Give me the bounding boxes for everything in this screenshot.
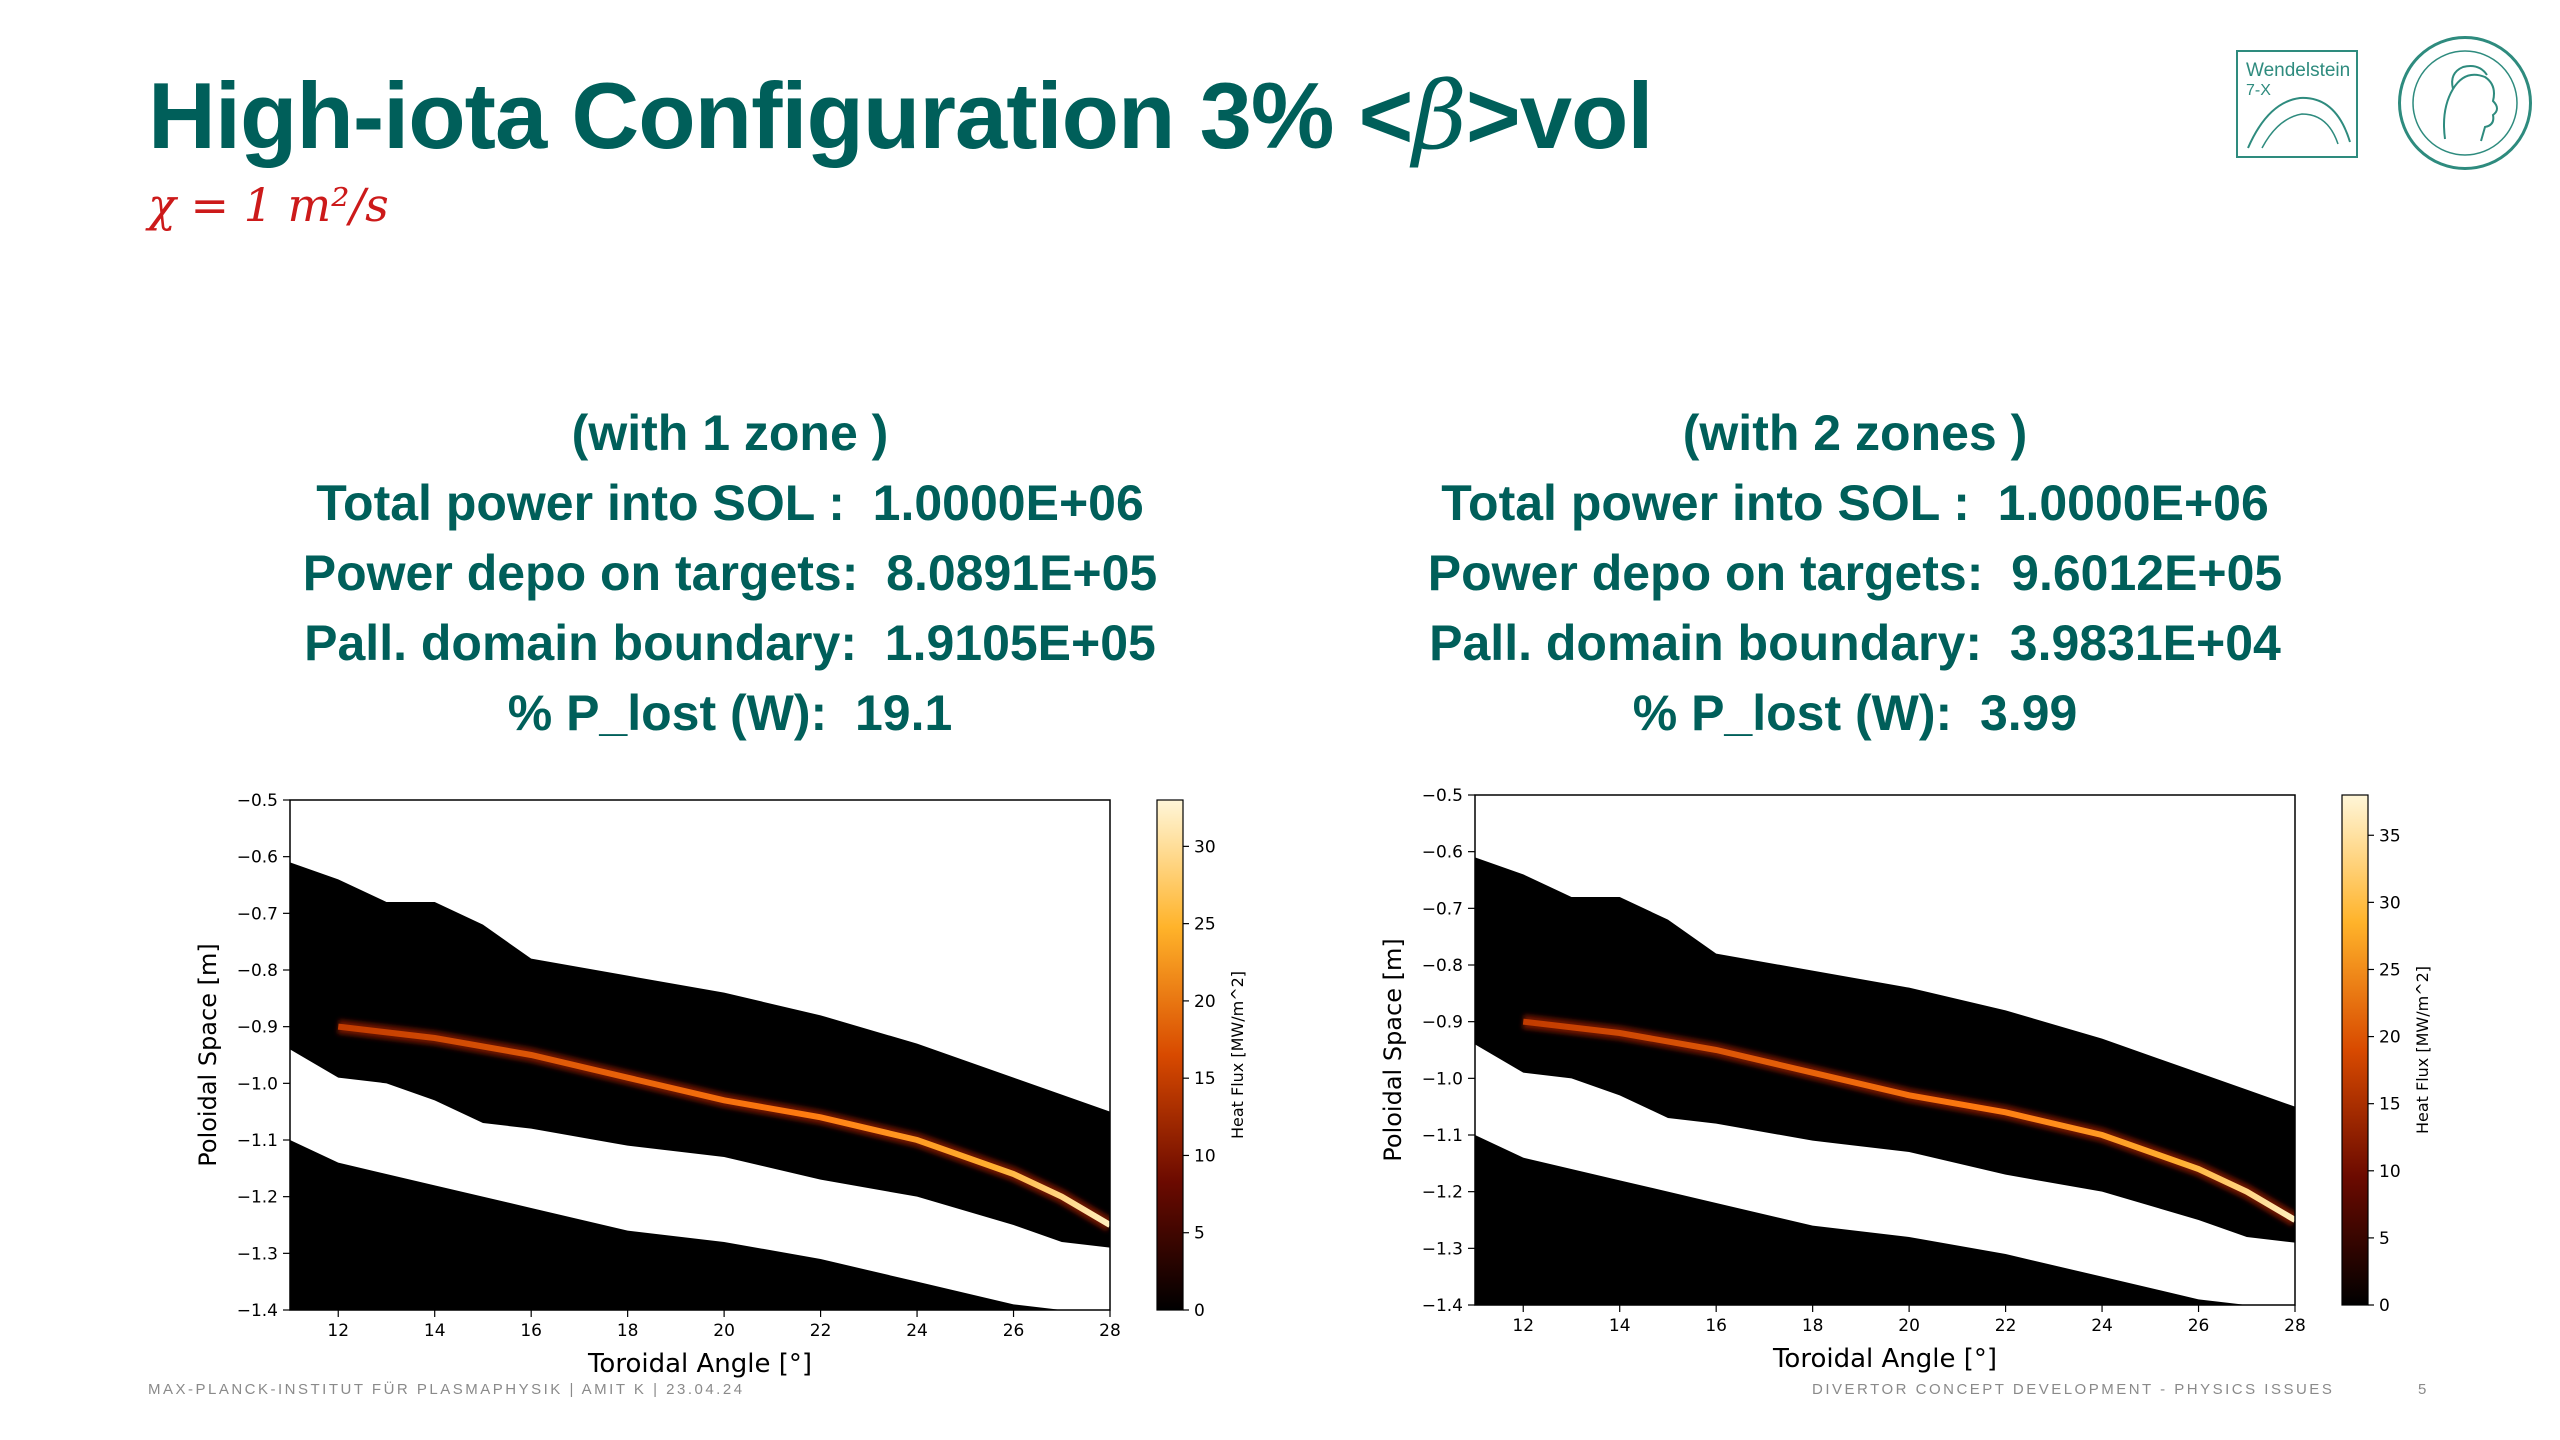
x-tick-label: 14 bbox=[424, 1321, 446, 1341]
x-tick-label: 28 bbox=[1099, 1321, 1121, 1341]
panel-1-p-lost: % P_lost (W): 19.1 bbox=[507, 685, 953, 741]
y-tick-label: −1.3 bbox=[237, 1244, 278, 1264]
colorbar-tick-label: 30 bbox=[2379, 893, 2401, 913]
y-axis-label: Poloidal Space [m] bbox=[194, 943, 222, 1166]
heat-flux-plot-1: 12 14 16 18 20 22 24 26 28 −0.5 −0.6 −0.7 −0.8 −0.9 −1… bbox=[194, 791, 1247, 1379]
colorbar-tick-label: 35 bbox=[2379, 826, 2401, 846]
stellarator-icon bbox=[2247, 96, 2351, 149]
y-tick-label: −0.5 bbox=[1422, 786, 1463, 806]
wendelstein-logo: Wendelstein 7-X bbox=[2236, 50, 2358, 158]
colorbar-tick-label: 0 bbox=[1194, 1301, 1205, 1321]
y-tick-label: −1.4 bbox=[237, 1301, 278, 1321]
x-tick-label: 16 bbox=[520, 1321, 542, 1341]
x-tick-label: 26 bbox=[1003, 1321, 1025, 1341]
colorbar-tick-label: 5 bbox=[1194, 1224, 1205, 1244]
panel-2-total-power: Total power into SOL : 1.0000E+06 bbox=[1441, 475, 2269, 531]
wendelstein-logo-subtext: 7-X bbox=[2246, 82, 2271, 99]
colorbar-tick-label: 20 bbox=[2379, 1028, 2401, 1048]
colorbar-tick-label: 5 bbox=[2379, 1229, 2390, 1249]
strike-line bbox=[337, 1023, 1110, 1228]
colorbar-tick-label: 25 bbox=[1194, 915, 1216, 935]
y-tick-label: −1.1 bbox=[237, 1131, 278, 1151]
x-tick-label: 26 bbox=[2188, 1316, 2210, 1336]
y-tick-label: −1.1 bbox=[1422, 1126, 1463, 1146]
x-axis-label: Toroidal Angle [°] bbox=[587, 1349, 812, 1379]
footer-section: DIVERTOR CONCEPT DEVELOPMENT - PHYSICS I… bbox=[1812, 1381, 2335, 1398]
plasma-band bbox=[290, 862, 1110, 1248]
x-tick-label: 12 bbox=[327, 1321, 349, 1341]
colorbar-label: Heat Flux [MW/m^2] bbox=[2413, 966, 2432, 1134]
y-tick-label: −1.4 bbox=[1422, 1296, 1463, 1316]
colorbar-label: Heat Flux [MW/m^2] bbox=[1228, 971, 1247, 1139]
x-tick-label: 16 bbox=[1705, 1316, 1727, 1336]
title-prefix: High-iota Configuration 3% < bbox=[148, 63, 1413, 168]
y-tick-label: −1.0 bbox=[237, 1074, 278, 1094]
slide-title: High-iota Configuration 3% <β>vol bbox=[148, 62, 1654, 171]
y-tick-label: −0.6 bbox=[237, 848, 278, 868]
minerva-icon bbox=[2412, 50, 2518, 156]
y-tick-label: −0.7 bbox=[1422, 899, 1463, 919]
y-tick-label: −0.6 bbox=[1422, 843, 1463, 863]
x-tick-label: 20 bbox=[1898, 1316, 1920, 1336]
colorbar bbox=[2341, 794, 2369, 1306]
x-tick-label: 28 bbox=[2284, 1316, 2306, 1336]
y-tick-label: −1.0 bbox=[1422, 1069, 1463, 1089]
x-tick-label: 12 bbox=[1512, 1316, 1534, 1336]
x-tick-label: 18 bbox=[617, 1321, 639, 1341]
x-tick-label: 14 bbox=[1609, 1316, 1631, 1336]
y-tick-label: −0.7 bbox=[237, 904, 278, 924]
page-number: 5 bbox=[2418, 1381, 2429, 1398]
max-planck-logo bbox=[2398, 36, 2532, 170]
y-tick-label: −0.9 bbox=[1422, 1013, 1463, 1033]
y-axis-label: Poloidal Space [m] bbox=[1379, 938, 1407, 1161]
y-tick-label: −0.5 bbox=[237, 791, 278, 811]
wendelstein-logo-text: Wendelstein bbox=[2246, 60, 2351, 81]
plasma-band bbox=[1475, 857, 2295, 1243]
colorbar-tick-label: 25 bbox=[2379, 960, 2401, 980]
y-tick-label: −1.3 bbox=[1422, 1239, 1463, 1259]
panel-2-p-lost: % P_lost (W): 3.99 bbox=[1632, 685, 2078, 741]
slide-subtitle: χ = 1 m²/s bbox=[148, 178, 389, 232]
panel-1-zone-label: (with 1 zone ) bbox=[571, 405, 889, 461]
panel-2-zone-label: (with 2 zones ) bbox=[1682, 405, 2028, 461]
x-tick-label: 22 bbox=[810, 1321, 832, 1341]
y-tick-label: −1.2 bbox=[1422, 1183, 1463, 1203]
title-suffix: >vol bbox=[1465, 63, 1654, 168]
strike-line bbox=[1522, 1018, 2295, 1223]
x-tick-label: 20 bbox=[713, 1321, 735, 1341]
colorbar-tick-label: 0 bbox=[2379, 1296, 2390, 1316]
lower-wall-region bbox=[1475, 1135, 2295, 1305]
y-tick-label: −0.8 bbox=[237, 961, 278, 981]
title-beta-symbol: β bbox=[1412, 62, 1466, 171]
heat-flux-plot-2: 12 14 16 18 20 22 24 26 28 −0.5 −0.6 −0.7 −0.8 −0.9 −1… bbox=[1379, 786, 2432, 1374]
colorbar-tick-label: 15 bbox=[2379, 1095, 2401, 1115]
plot-frame bbox=[289, 799, 1111, 1311]
footer-institute: MAX-PLANCK-INSTITUT FÜR PLASMAPHYSIK | A… bbox=[148, 1381, 745, 1398]
panel-2-summary: (with 2 zones ) Total power into SOL : 1.… bbox=[1305, 398, 2405, 748]
y-tick-label: −0.8 bbox=[1422, 956, 1463, 976]
panel-1-power-depo: Power depo on targets: 8.0891E+05 bbox=[302, 545, 1158, 601]
colorbar bbox=[1156, 799, 1184, 1311]
x-tick-label: 18 bbox=[1802, 1316, 1824, 1336]
plot-frame bbox=[1474, 794, 2296, 1306]
x-axis-label: Toroidal Angle [°] bbox=[1772, 1344, 1997, 1374]
colorbar-tick-label: 10 bbox=[2379, 1162, 2401, 1182]
panel-2-domain-boundary: Pall. domain boundary: 3.9831E+04 bbox=[1429, 615, 2281, 671]
colorbar-tick-label: 20 bbox=[1194, 992, 1216, 1012]
y-tick-label: −0.9 bbox=[237, 1018, 278, 1038]
panel-1-summary: (with 1 zone ) Total power into SOL : 1.0… bbox=[180, 398, 1280, 748]
x-tick-label: 22 bbox=[1995, 1316, 2017, 1336]
colorbar-tick-label: 30 bbox=[1194, 837, 1216, 857]
y-tick-label: −1.2 bbox=[237, 1188, 278, 1208]
lower-wall-region bbox=[290, 1140, 1110, 1310]
x-tick-label: 24 bbox=[906, 1321, 928, 1341]
panel-2-power-depo: Power depo on targets: 9.6012E+05 bbox=[1427, 545, 2283, 601]
x-tick-label: 24 bbox=[2091, 1316, 2113, 1336]
panel-1-domain-boundary: Pall. domain boundary: 1.9105E+05 bbox=[304, 615, 1156, 671]
panel-1-total-power: Total power into SOL : 1.0000E+06 bbox=[316, 475, 1144, 531]
colorbar-tick-label: 10 bbox=[1194, 1146, 1216, 1166]
colorbar-tick-label: 15 bbox=[1194, 1069, 1216, 1089]
